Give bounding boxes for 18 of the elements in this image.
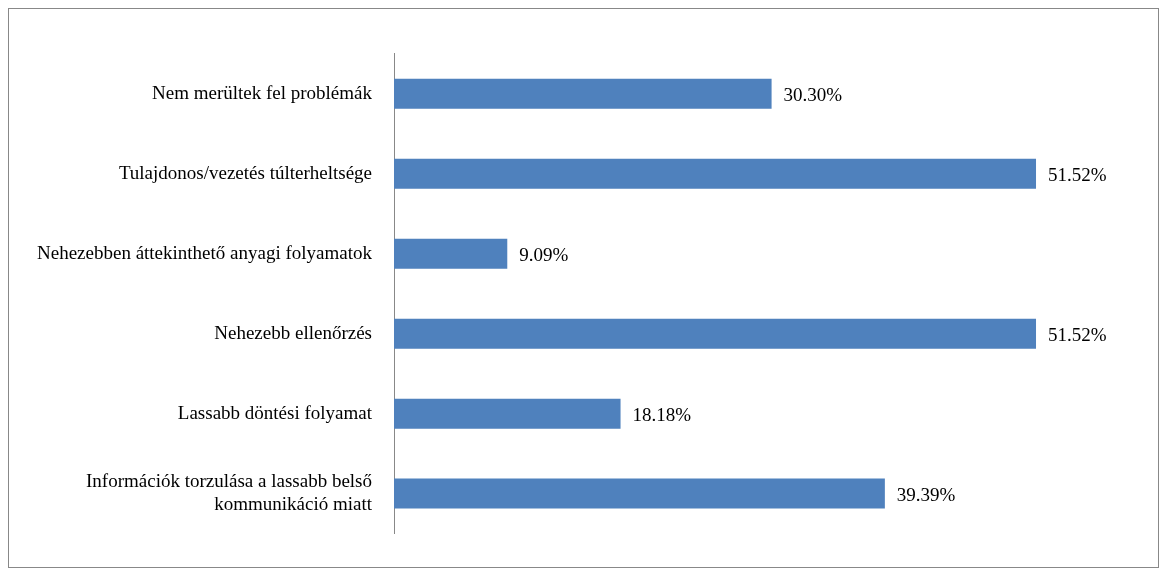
data-label: 9.09% (519, 243, 569, 265)
bar (394, 238, 508, 269)
data-label: 39.39% (896, 483, 956, 505)
bar (394, 478, 885, 509)
data-label: 30.30% (783, 83, 843, 105)
bar (394, 318, 1037, 349)
y-tick-label: Nem merültek fel problémák (151, 81, 373, 103)
bar (394, 78, 772, 109)
y-tick-label: Tulajdonos/vezetés túlterheltsége (118, 161, 372, 183)
bar (394, 398, 621, 429)
bar (394, 158, 1037, 189)
y-tick-label: Információk torzulása a lassabb belső kommunikáció miatt (86, 470, 373, 514)
y-tick-label: Nehezebb ellenőrzés (214, 321, 372, 343)
data-label: 18.18% (632, 403, 692, 425)
y-tick-label: Lassabb döntési folyamat (177, 401, 373, 423)
y-tick-label: Nehezebben áttekinthető anyagi folyamatok (36, 241, 373, 263)
data-label: 51.52% (1048, 163, 1107, 185)
data-label: 51.52% (1048, 323, 1107, 345)
